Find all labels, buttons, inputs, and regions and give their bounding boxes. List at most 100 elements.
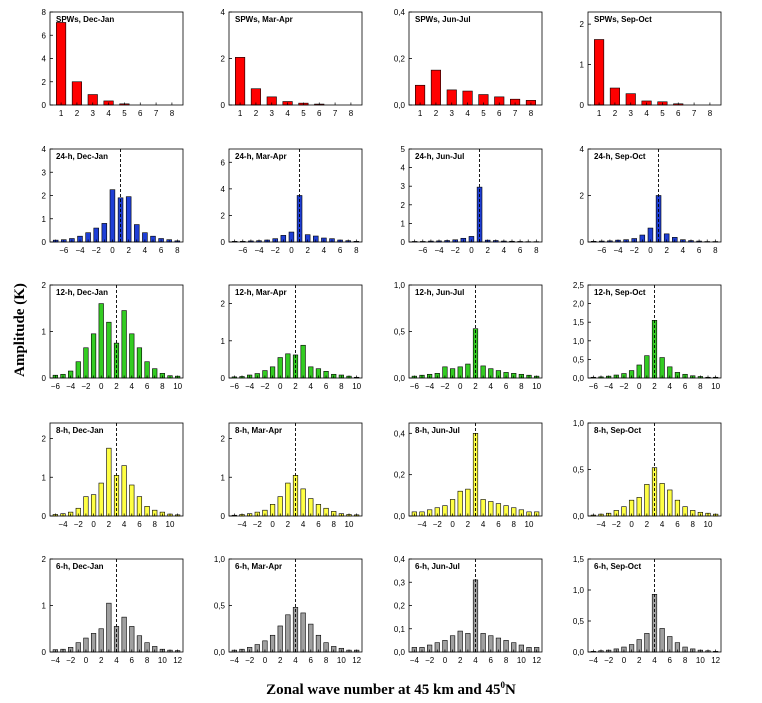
x-tick-label: −6 [238, 246, 248, 255]
x-tick-label: 4 [481, 520, 486, 529]
bar [636, 497, 642, 517]
x-tick-label: −4 [613, 246, 623, 255]
y-tick-label: 1 [42, 328, 47, 337]
bar [415, 84, 426, 106]
bar [457, 630, 463, 653]
panel-title: 6-h, Jun-Jul [415, 562, 460, 571]
x-axis-label-main: Zonal wave number at 45 km and 45 [266, 682, 500, 698]
plot-frame [587, 11, 722, 106]
y-tick-label: 2 [221, 300, 226, 309]
x-tick-label: 8 [170, 109, 175, 118]
x-tick-label: 4 [301, 520, 306, 529]
x-tick-label: 2 [107, 520, 112, 529]
x-tick-label: 2 [293, 382, 298, 391]
x-tick-label: −4 [596, 520, 606, 529]
x-tick-label: 8 [534, 246, 539, 255]
x-tick-label: 10 [704, 520, 713, 529]
x-tick-label: 8 [152, 520, 157, 529]
x-tick-label: 6 [159, 246, 164, 255]
bar [465, 633, 471, 653]
x-tick-label: 8 [713, 246, 718, 255]
x-tick-label: 7 [513, 109, 518, 118]
x-tick-label: 2 [466, 520, 471, 529]
x-tick-label: 6 [697, 246, 702, 255]
x-tick-label: 2 [637, 656, 642, 665]
panel-title: 24-h, Jun-Jul [415, 152, 464, 161]
bar [269, 634, 276, 653]
x-tick-label: 2 [305, 246, 310, 255]
bar [98, 628, 104, 653]
y-tick-label: 0,0 [573, 512, 585, 521]
x-tick-label: 7 [154, 109, 159, 118]
x-tick-label: −2 [260, 382, 270, 391]
bar [651, 594, 658, 653]
x-tick-label: 4 [668, 382, 673, 391]
panel-title: SPWs, Dec-Jan [56, 15, 114, 24]
y-tick-label: 2 [401, 201, 406, 210]
panel-title: 8-h, Mar-Apr [235, 426, 282, 435]
x-tick-label: 0 [648, 246, 653, 255]
x-tick-label: 8 [698, 382, 703, 391]
x-tick-label: −2 [440, 382, 450, 391]
x-tick-label: −6 [230, 382, 240, 391]
bar [285, 614, 291, 653]
x-tick-label: 2 [114, 382, 119, 391]
y-tick-label: 0 [221, 374, 226, 383]
panel-title: 24-h, Dec-Jan [56, 152, 108, 161]
chart-panel: 0 1 2 −6 −4 −2 0 2 4 6 8 10 12-h, Mar-Apr [221, 284, 363, 391]
x-tick-label: −6 [410, 382, 420, 391]
x-tick-label: −4 [237, 520, 247, 529]
x-tick-label: 0 [270, 520, 275, 529]
x-tick-label: 4 [502, 246, 507, 255]
x-tick-label: −2 [630, 246, 640, 255]
y-tick-label: 4 [580, 145, 585, 154]
chart-panel: 0 1 2 1 2 3 4 5 6 7 8 SPWs, Sep-Oct [580, 11, 722, 118]
bar [300, 612, 306, 653]
y-tick-label: 0 [580, 238, 585, 247]
chart-panel: 0 1 2 3 4 −6 −4 −2 0 2 4 6 8 24-h, Dec-Jan [42, 145, 184, 255]
x-tick-label: 0 [458, 382, 463, 391]
y-tick-label: 0,3 [394, 578, 406, 587]
x-tick-label: 2 [434, 109, 439, 118]
x-tick-label: 8 [145, 656, 150, 665]
panel-title: 8-h, Jun-Jul [415, 426, 460, 435]
y-tick-label: 0,0 [394, 101, 406, 110]
bar [308, 498, 314, 517]
y-tick-label: 2 [42, 192, 47, 201]
x-tick-label: 10 [345, 520, 354, 529]
chart-panel: 0,0 0,5 1,0 1,5 −4 −2 0 2 4 6 8 10 12 6-h, Sep-Oct [573, 555, 722, 665]
x-tick-label: 0 [289, 246, 294, 255]
x-tick-label: −2 [81, 382, 91, 391]
x-tick-label: 0 [110, 246, 115, 255]
x-tick-label: 8 [324, 656, 329, 665]
chart-panel: 0,0 0,5 1,0 1,5 2,0 2,5 −6 −4 −2 0 2 4 6 8 10 12-h, Sep… [573, 281, 722, 391]
x-tick-label: 6 [137, 520, 142, 529]
bar [83, 347, 89, 379]
bar [430, 69, 441, 106]
chart-panel: 0,0 0,1 0,2 0,3 0,4 −4 −2 0 2 4 6 8 10 12 6-h, Jun-Jul [394, 555, 543, 665]
y-tick-label: 1 [42, 602, 47, 611]
x-tick-label: 10 [525, 520, 534, 529]
x-tick-label: 4 [106, 109, 111, 118]
bar [121, 465, 127, 517]
y-tick-label: 0 [221, 512, 226, 521]
x-tick-label: 5 [481, 109, 486, 118]
plot-frame [228, 11, 363, 106]
panel-title: 24-h, Sep-Oct [594, 152, 646, 161]
panel-title: 8-h, Dec-Jan [56, 426, 104, 435]
y-tick-label: 2,0 [573, 300, 585, 309]
chart-panel: 0 2 4 6 −6 −4 −2 0 2 4 6 8 24-h, Mar-Apr [221, 148, 363, 255]
bar [651, 320, 658, 379]
x-tick-label: 6 [138, 109, 143, 118]
x-tick-label: 1 [597, 109, 602, 118]
x-tick-label: 6 [675, 520, 680, 529]
x-tick-label: −6 [597, 246, 607, 255]
bar [101, 223, 108, 243]
bar [235, 57, 246, 106]
x-tick-label: 6 [130, 656, 135, 665]
x-tick-label: 10 [166, 520, 175, 529]
bar [129, 626, 135, 653]
x-tick-label: 2 [664, 246, 669, 255]
bar [609, 87, 620, 106]
x-tick-label: 10 [352, 382, 361, 391]
